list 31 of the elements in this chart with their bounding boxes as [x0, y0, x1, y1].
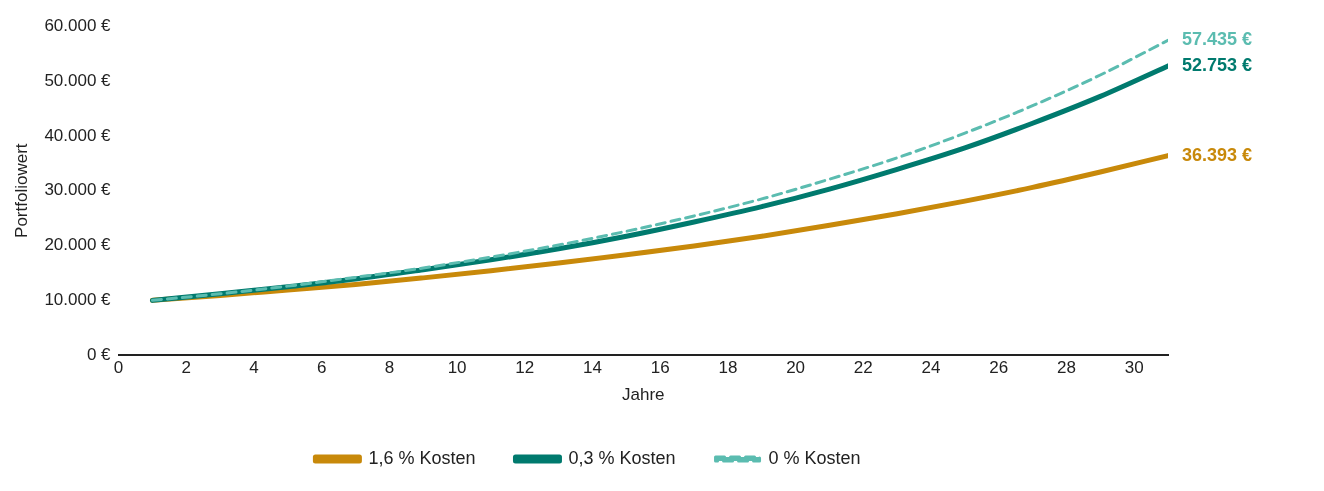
- x-tick-label: 10: [447, 358, 467, 378]
- x-tick-label: 20: [786, 358, 806, 378]
- x-tick-label: 6: [316, 358, 327, 378]
- y-tick-label: 60.000 €: [44, 15, 112, 35]
- x-tick-label: 22: [853, 358, 873, 378]
- legend-label: 0 % Kosten: [768, 447, 861, 468]
- x-tick-label: 12: [515, 358, 535, 378]
- y-tick-label: 20.000 €: [44, 235, 112, 255]
- x-tick-label: 0: [113, 358, 124, 378]
- y-tick-label: 50.000 €: [44, 70, 112, 90]
- x-tick-label: 28: [1056, 358, 1076, 378]
- x-tick-label: 2: [181, 358, 192, 378]
- x-axis-title: Jahre: [622, 385, 665, 405]
- y-tick-label: 30.000 €: [44, 180, 112, 200]
- y-axis-title: Portfoliowert: [11, 143, 31, 238]
- x-tick-label: 24: [921, 358, 941, 378]
- x-tick-label: 16: [650, 358, 670, 378]
- x-tick-label: 30: [1124, 358, 1144, 378]
- data-label: 57.435 €: [1182, 29, 1253, 50]
- x-tick-label: 4: [249, 358, 259, 378]
- y-tick-label: 0 €: [86, 344, 112, 364]
- data-label: 36.393 €: [1182, 144, 1253, 165]
- x-tick-label: 18: [718, 358, 738, 378]
- legend-label: 1,6 % Kosten: [368, 447, 476, 468]
- x-tick-label: 8: [384, 358, 395, 378]
- data-label: 52.753 €: [1182, 54, 1253, 75]
- x-tick-label: 26: [989, 358, 1009, 378]
- x-tick-label: 14: [583, 358, 602, 378]
- y-tick-label: 10.000 €: [44, 290, 112, 310]
- legend-label: 0,3 % Kosten: [568, 447, 676, 468]
- y-tick-label: 40.000 €: [44, 125, 112, 145]
